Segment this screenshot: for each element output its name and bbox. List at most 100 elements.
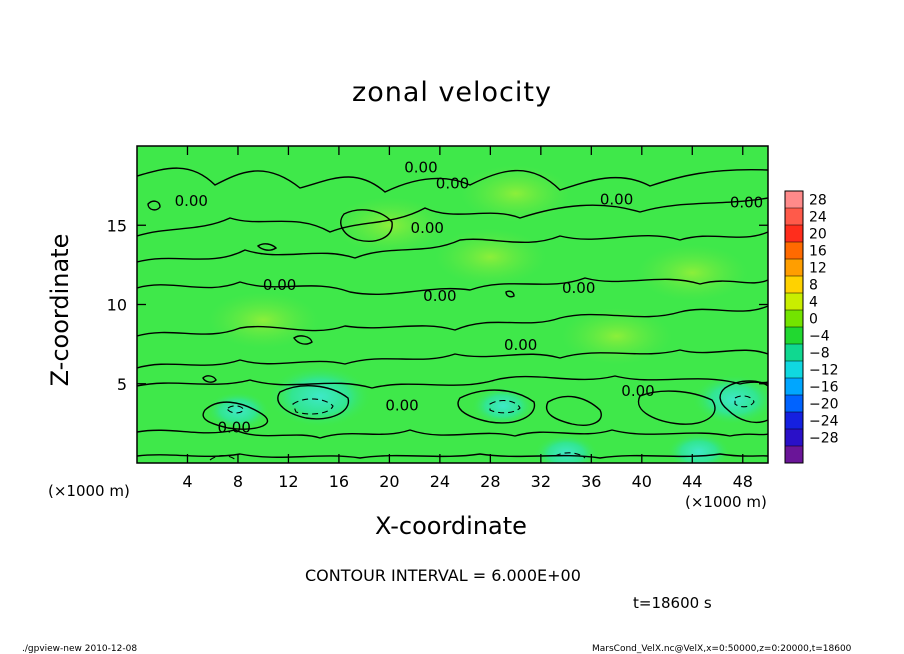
contour-line (457, 389, 536, 424)
contour-label: 0.00 (411, 219, 444, 237)
colorbar-label: 12 (809, 261, 827, 277)
contour-label: 0.00 (423, 287, 456, 305)
contour-label: 0.00 (385, 396, 418, 414)
contour-line (505, 290, 515, 298)
colorbar-swatch (785, 412, 803, 430)
colorbar-swatch (785, 327, 803, 345)
colorbar-label: −24 (809, 414, 839, 430)
light-region (637, 244, 748, 301)
x-tick-label: 40 (632, 472, 652, 491)
colorbar-label: 16 (809, 244, 827, 260)
x-tick-label: 16 (329, 472, 349, 491)
x-unit-right: (×1000 m) (685, 493, 767, 511)
colorbar-swatch (785, 208, 803, 226)
contour-label: 0.00 (217, 419, 250, 437)
contour-label: 0.00 (175, 192, 208, 210)
contour-line (719, 380, 768, 424)
contour-line (545, 395, 602, 426)
y-axis-label: Z-coordinate (46, 233, 74, 387)
contour-labels: 0.000.000.00 0.000.000.000.000.00 0.000.00… (175, 159, 764, 437)
contour-line (277, 385, 350, 420)
colorbar-label: 8 (809, 278, 818, 294)
dashed-contour (554, 452, 586, 459)
dashed-contour (209, 454, 237, 461)
colorbar-swatch (785, 344, 803, 362)
contour-line (137, 167, 768, 193)
contour-line (137, 375, 768, 389)
colorbar-label: −28 (809, 431, 839, 447)
x-tick-label: 8 (233, 472, 243, 491)
colorbar-label: 0 (809, 312, 818, 328)
colorbar-label: 28 (809, 193, 827, 209)
contour-line (637, 390, 716, 425)
negative-pocket (205, 391, 270, 430)
colorbar-label: −20 (809, 397, 839, 413)
x-unit-left: (×1000 m) (48, 482, 130, 500)
colorbar-label: −12 (809, 363, 839, 379)
contour-label: 0.00 (504, 336, 537, 354)
colorbar-swatch (785, 395, 803, 413)
contour-line (202, 401, 269, 430)
x-tick-label: 24 (430, 472, 450, 491)
negative-pocket (691, 374, 768, 425)
contour-line (137, 453, 768, 459)
colorbar-label: 20 (809, 227, 827, 243)
negative-pocket (267, 365, 372, 428)
contour-line (137, 429, 768, 439)
colorbar-swatch (785, 361, 803, 379)
colorbar-swatch (785, 310, 803, 328)
contour-line (340, 209, 393, 242)
light-region (208, 292, 319, 349)
negative-pocket (470, 386, 535, 426)
x-tick-label: 44 (682, 472, 702, 491)
contour-line (137, 197, 768, 237)
contour-lines (137, 167, 768, 459)
colorbar-label: −8 (809, 346, 830, 362)
colorbar-swatch (785, 242, 803, 260)
light-region (460, 165, 571, 222)
x-tick-label: 36 (581, 472, 601, 491)
colorbar-label: 24 (809, 210, 827, 226)
x-axis-label: X-coordinate (375, 512, 527, 540)
x-tick-label: 48 (733, 472, 753, 491)
x-tick-label: 32 (531, 472, 551, 491)
light-region (435, 228, 546, 285)
contour-label: 0.00 (600, 190, 633, 208)
x-tick-label: 12 (278, 472, 298, 491)
dashed-contour (227, 405, 245, 414)
colorbar-swatch (785, 429, 803, 447)
chart-title: zonal velocity (352, 77, 552, 108)
y-tick-label: 5 (117, 375, 127, 394)
contour-label: 0.00 (621, 382, 654, 400)
x-tick-label: 20 (379, 472, 399, 491)
shaded-pockets (205, 165, 768, 463)
contour-line (137, 349, 768, 369)
contour-label: 0.00 (436, 175, 469, 193)
colorbar-label: 4 (809, 295, 818, 311)
contour-line (137, 277, 768, 295)
negative-pocket (666, 432, 731, 463)
contour-label: 0.00 (730, 194, 763, 212)
x-tick-label: 28 (480, 472, 500, 491)
footer-right: MarsCond_VelX.nc@VelX,x=0:50000,z=0:2000… (592, 644, 852, 654)
colorbar-swatch (785, 276, 803, 294)
contour-line (202, 375, 217, 383)
dashed-contour (489, 399, 521, 414)
colorbar-swatch (785, 259, 803, 277)
colorbar-swatch (785, 191, 803, 209)
x-tick-label: 4 (182, 472, 192, 491)
colorbar-label: −16 (809, 380, 839, 396)
y-tick-label: 15 (107, 216, 127, 235)
contour-label: 0.00 (404, 159, 437, 177)
dashed-contour (734, 395, 755, 408)
y-tick-label: 10 (107, 296, 127, 315)
dashed-contour (292, 398, 334, 415)
contour-line (256, 243, 278, 251)
colorbar-swatch (785, 378, 803, 396)
colorbar-label: −4 (809, 329, 830, 345)
negative-pocket (534, 434, 599, 463)
contour-line (137, 231, 768, 263)
footer-left: ./gpview-new 2010-12-08 (22, 644, 138, 654)
